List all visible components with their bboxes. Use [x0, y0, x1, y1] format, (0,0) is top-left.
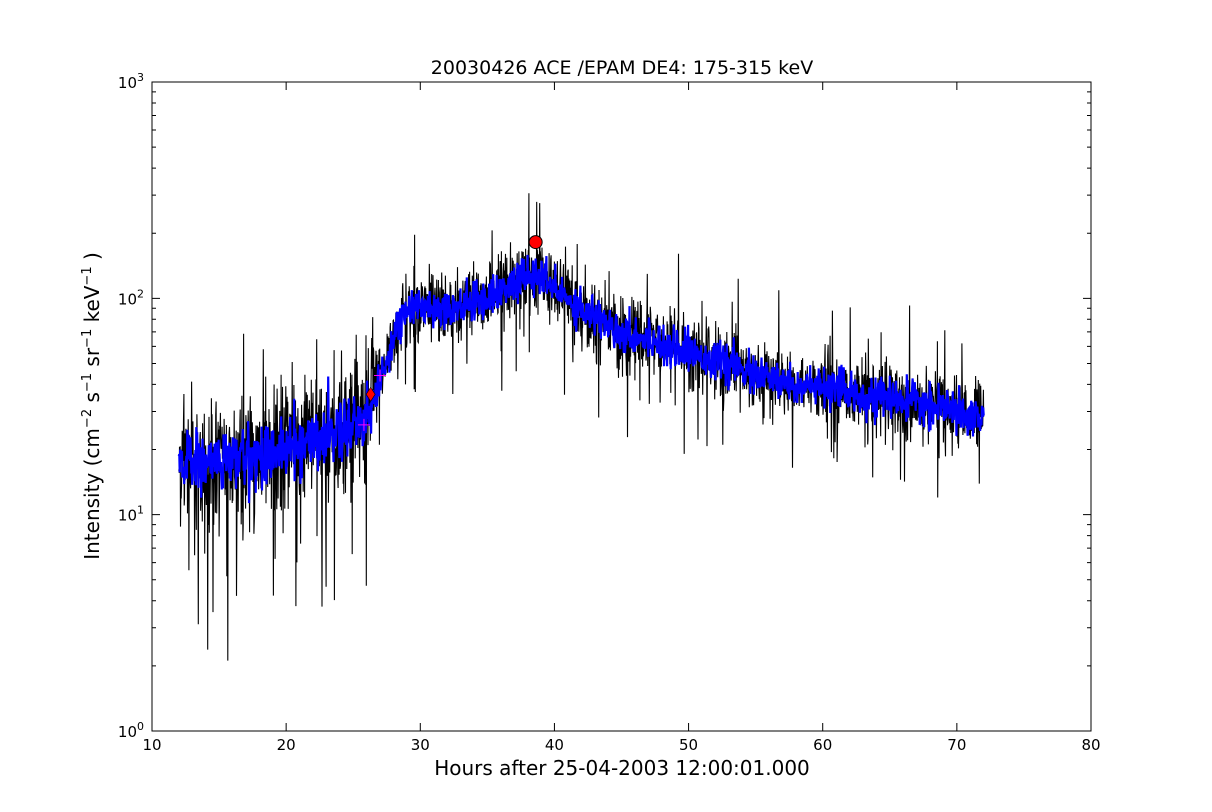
y-tick-labels: 100 101 102 103	[118, 71, 144, 741]
y-tick-label-10: 101	[118, 504, 144, 525]
chart-title: 20030426 ACE /EPAM DE4: 175-315 keV	[431, 57, 813, 79]
x-tick-label-40: 40	[545, 736, 564, 754]
x-tick-label-70: 70	[947, 736, 966, 754]
y-tick-label-1: 100	[118, 720, 144, 741]
x-tick-label-50: 50	[679, 736, 698, 754]
plus-marker-2	[357, 418, 370, 431]
x-tick-label-10: 10	[142, 736, 161, 754]
tick-marks	[151, 81, 1092, 732]
onset-marker	[365, 386, 376, 402]
x-tick-label-20: 20	[277, 736, 296, 754]
peak-marker	[528, 235, 543, 250]
x-tick-labels: 10 20 30 40 50 60 70 80	[142, 736, 1100, 754]
y-tick-label-100: 102	[118, 287, 144, 308]
plot-markers	[357, 235, 543, 431]
plot-area-frame	[151, 81, 1092, 732]
x-tick-label-60: 60	[813, 736, 832, 754]
y-tick-label-1000: 103	[118, 71, 144, 92]
y-axis-label: Intensity (cm−2 s−1 sr−1 keV−1 )	[80, 252, 104, 560]
plot-data	[177, 193, 985, 661]
plus-marker-3	[374, 369, 387, 382]
axis-ticks	[151, 81, 1092, 732]
x-tick-label-80: 80	[1081, 736, 1100, 754]
series-smoothed-intensity	[177, 254, 985, 504]
x-axis-label: Hours after 25-04-2003 12:00:01.000	[434, 756, 810, 780]
x-tick-label-30: 30	[411, 736, 430, 754]
